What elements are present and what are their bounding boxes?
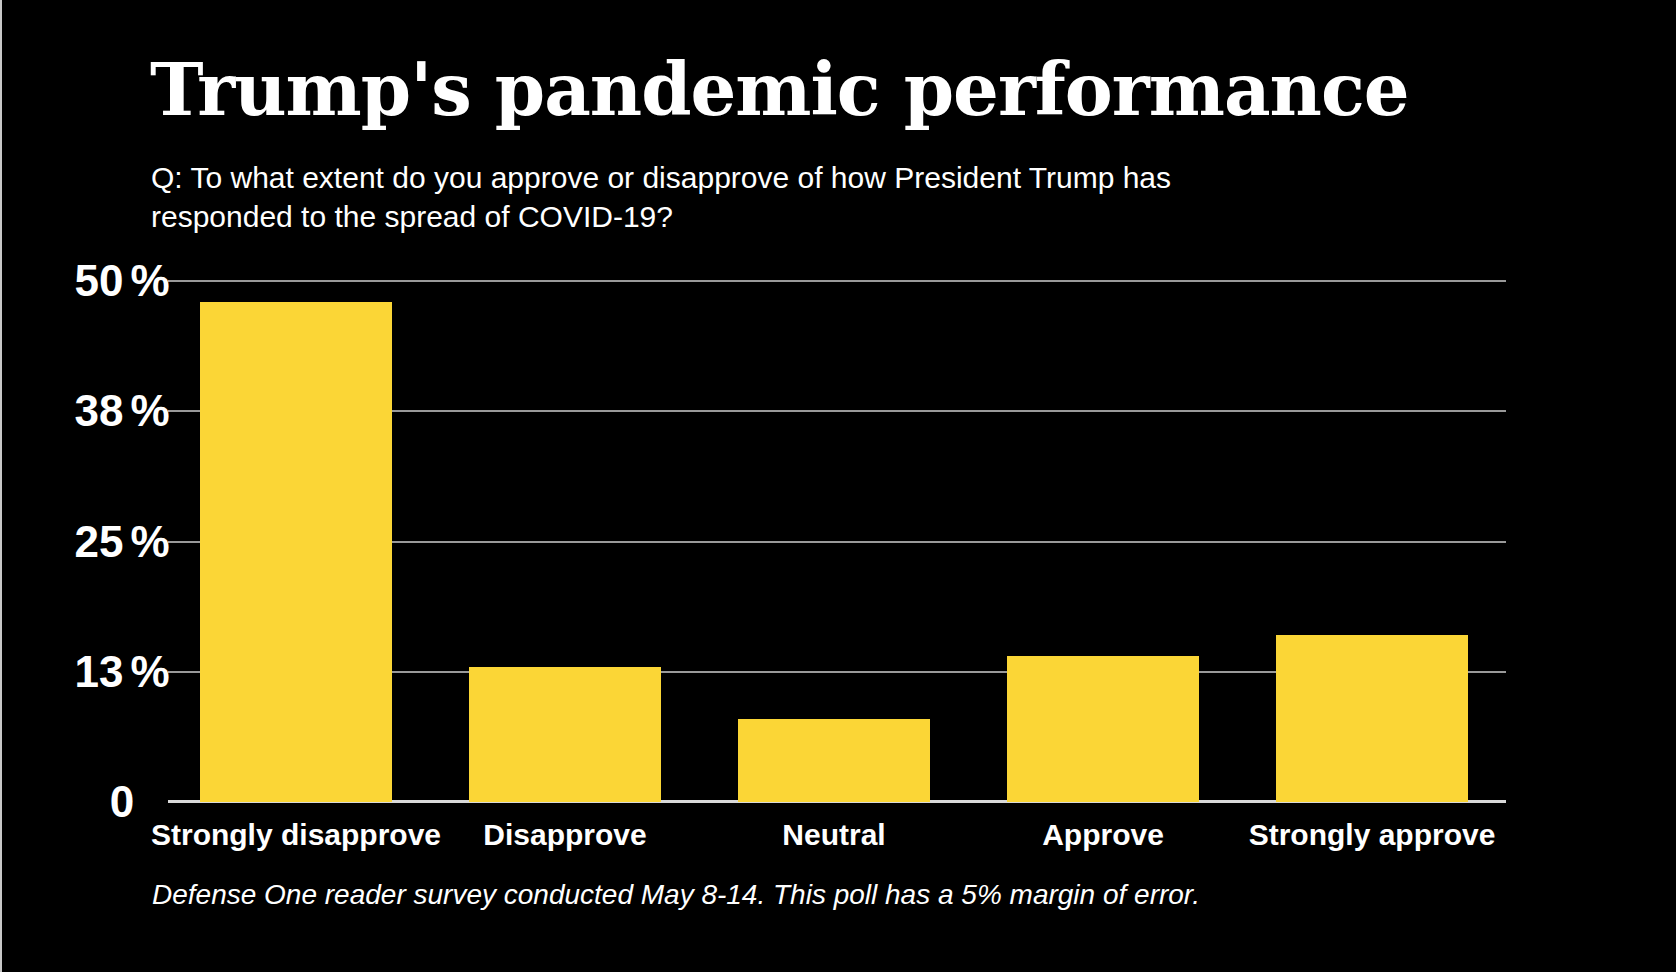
- chart-subtitle-line-1: Q: To what extent do you approve or disa…: [151, 158, 1171, 197]
- bar-neutral: [738, 719, 930, 802]
- plot-area: [168, 281, 1506, 802]
- window-edge-line: [0, 0, 2, 972]
- y-tick-number: 0: [110, 777, 134, 826]
- y-tick-number: 13: [74, 647, 123, 696]
- y-tick-label: 25%: [40, 516, 204, 568]
- gridline: [168, 280, 1506, 282]
- y-tick-label: 50%: [40, 255, 204, 307]
- y-tick-number: 25: [74, 517, 123, 566]
- x-category-label: Strongly approve: [1212, 818, 1532, 852]
- y-tick-percent-sign: %: [130, 386, 169, 435]
- bar-disapprove: [469, 667, 661, 802]
- y-tick-label: 13%: [40, 646, 204, 698]
- chart-subtitle: Q: To what extent do you approve or disa…: [151, 158, 1171, 236]
- y-tick-number: 50: [74, 256, 123, 305]
- y-tick-label: 38%: [40, 385, 204, 437]
- y-tick-percent-sign: %: [130, 517, 169, 566]
- chart-title: Trump's pandemic performance: [150, 50, 1409, 130]
- chart-subtitle-line-2: responded to the spread of COVID-19?: [151, 197, 1171, 236]
- bar-approve: [1007, 656, 1199, 802]
- y-tick-percent-sign: %: [130, 256, 169, 305]
- y-tick-percent-sign: %: [130, 647, 169, 696]
- chart-footnote: Defense One reader survey conducted May …: [152, 879, 1200, 911]
- chart-canvas: Trump's pandemic performance Q: To what …: [0, 0, 1676, 972]
- y-tick-number: 38: [74, 386, 123, 435]
- bar-strongly-disapprove: [200, 302, 392, 802]
- bar-strongly-approve: [1276, 635, 1468, 802]
